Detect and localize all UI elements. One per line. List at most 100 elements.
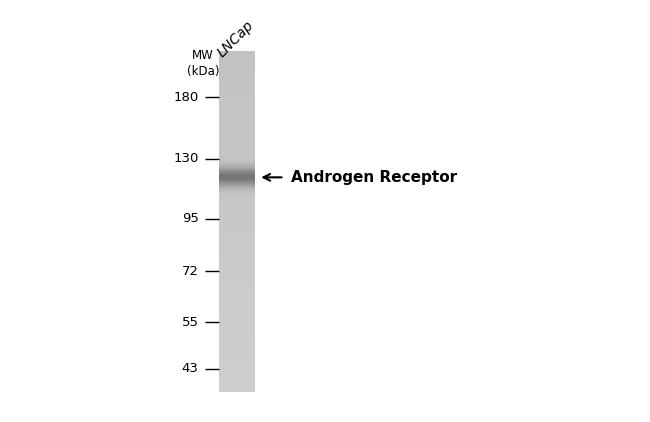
Bar <box>219 377 255 378</box>
Bar <box>219 340 255 341</box>
Bar <box>219 154 255 155</box>
Bar <box>219 374 255 376</box>
Bar <box>219 210 255 211</box>
Bar <box>219 243 255 244</box>
Bar <box>219 133 255 134</box>
Bar <box>219 348 255 349</box>
Bar <box>219 174 255 175</box>
Bar <box>219 117 255 118</box>
Bar <box>219 174 255 175</box>
Bar <box>219 176 255 177</box>
Bar <box>219 241 255 242</box>
Bar <box>219 221 255 222</box>
Bar <box>219 87 255 88</box>
Bar <box>219 142 255 143</box>
Bar <box>219 139 255 140</box>
Bar <box>219 186 255 187</box>
Bar <box>219 64 255 65</box>
Bar <box>219 146 255 147</box>
Bar <box>219 257 255 258</box>
Bar <box>219 225 255 226</box>
Bar <box>219 96 255 97</box>
Bar <box>219 202 255 203</box>
Bar <box>219 209 255 210</box>
Bar <box>219 110 255 111</box>
Bar <box>219 227 255 228</box>
Bar <box>219 230 255 231</box>
Bar <box>219 93 255 94</box>
Bar <box>219 315 255 316</box>
Bar <box>219 311 255 312</box>
Bar <box>219 188 255 189</box>
Bar <box>219 137 255 138</box>
Bar <box>219 295 255 296</box>
Bar <box>219 178 255 179</box>
Bar <box>219 380 255 381</box>
Bar <box>219 336 255 337</box>
Bar <box>219 305 255 306</box>
Bar <box>219 97 255 98</box>
Bar <box>219 76 255 77</box>
Bar <box>219 247 255 248</box>
Bar <box>219 255 255 256</box>
Bar <box>219 185 255 186</box>
Bar <box>219 339 255 340</box>
Bar <box>219 311 255 312</box>
Bar <box>219 90 255 91</box>
Bar <box>219 200 255 201</box>
Bar <box>219 331 255 332</box>
Bar <box>219 56 255 57</box>
Bar <box>219 146 255 147</box>
Bar <box>219 373 255 374</box>
Bar <box>219 58 255 59</box>
Bar <box>219 218 255 219</box>
Bar <box>219 195 255 196</box>
Bar <box>219 237 255 238</box>
Bar <box>219 263 255 264</box>
Bar <box>219 341 255 342</box>
Bar <box>219 129 255 130</box>
Bar <box>219 232 255 233</box>
Bar <box>219 297 255 298</box>
Bar <box>219 51 255 52</box>
Bar <box>219 135 255 136</box>
Bar <box>219 112 255 113</box>
Bar <box>219 334 255 335</box>
Bar <box>219 211 255 212</box>
Bar <box>219 192 255 193</box>
Bar <box>219 115 255 116</box>
Bar <box>219 102 255 103</box>
Bar <box>219 213 255 214</box>
Bar <box>219 273 255 274</box>
Bar <box>219 143 255 144</box>
Bar <box>219 194 255 195</box>
Bar <box>219 353 255 354</box>
Text: 72: 72 <box>181 265 198 278</box>
Bar <box>219 122 255 123</box>
Bar <box>219 158 255 159</box>
Bar <box>219 203 255 204</box>
Bar <box>219 119 255 120</box>
Bar <box>219 149 255 150</box>
Bar <box>219 125 255 126</box>
Bar <box>219 383 255 384</box>
Bar <box>219 162 255 163</box>
Bar <box>219 371 255 372</box>
Bar <box>219 214 255 215</box>
Bar <box>219 299 255 300</box>
Bar <box>219 137 255 138</box>
Bar <box>219 127 255 128</box>
Bar <box>219 163 255 164</box>
Bar <box>219 249 255 250</box>
Bar <box>219 173 255 174</box>
Bar <box>219 344 255 345</box>
Bar <box>219 222 255 223</box>
Bar <box>219 367 255 368</box>
Bar <box>219 215 255 216</box>
Bar <box>219 349 255 350</box>
Bar <box>219 344 255 345</box>
Bar <box>219 246 255 247</box>
Bar <box>219 99 255 100</box>
Bar <box>219 342 255 343</box>
Bar <box>219 185 255 186</box>
